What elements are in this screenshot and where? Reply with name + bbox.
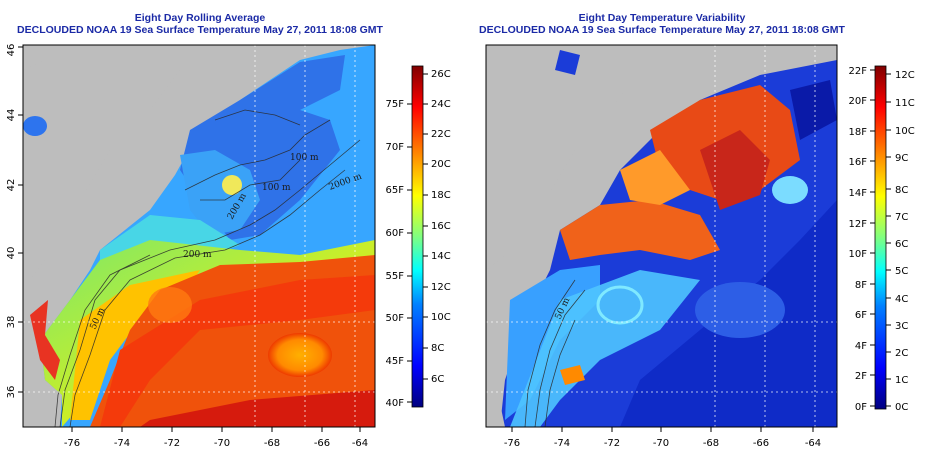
colorbar-c-label: 7C (895, 212, 908, 223)
x-tick-label: -74 (114, 438, 130, 449)
right-map-subtitle: DECLOUDED NOAA 19 Sea Surface Temperatur… (479, 24, 845, 36)
x-tick-label: -72 (164, 438, 180, 449)
colorbar-f-label: 10F (849, 249, 868, 260)
colorbar-f-label: 55F (386, 271, 405, 282)
colorbar-c-label: 10C (431, 312, 451, 323)
colorbar-f-label: 8F (855, 280, 867, 291)
colorbar-c-label: 4C (895, 294, 908, 305)
y-tick-label: 46 (6, 44, 17, 57)
colorbar-f-label: 0F (855, 402, 867, 413)
colorbar-c-label: 5C (895, 266, 908, 277)
x-tick-label: -64 (352, 438, 368, 449)
contour-label: 100 m (290, 153, 319, 163)
colorbar-f-label: 50F (386, 313, 405, 324)
colorbar-f-label: 45F (386, 356, 405, 367)
colorbar-f-label: 14F (849, 188, 868, 199)
colorbar-c-label: 20C (431, 159, 451, 170)
colorbar-c-label: 18C (431, 190, 451, 201)
colorbar-f-label: 2F (855, 371, 867, 382)
x-tick-label: -70 (653, 438, 669, 449)
y-tick-label: 44 (6, 109, 17, 122)
lat-lon-grid (23, 45, 375, 427)
x-tick-label: -66 (753, 438, 769, 449)
colorbar-c-label: 16C (431, 221, 451, 232)
x-tick-label: -68 (264, 438, 280, 449)
x-tick-label: -70 (214, 438, 230, 449)
x-tick-label: -66 (314, 438, 330, 449)
colorbar-c-label: 1C (895, 375, 908, 386)
y-tick-label: 42 (6, 179, 17, 192)
left-map-subtitle: DECLOUDED NOAA 19 Sea Surface Temperatur… (17, 24, 383, 36)
x-tick-label: -64 (805, 438, 821, 449)
colorbar-c-label: 3C (895, 321, 908, 332)
colorbar-f-label: 16F (849, 157, 868, 168)
colorbar-c-label: 8C (431, 343, 444, 354)
colorbar-c-label: 2C (895, 348, 908, 359)
colorbar-f-label: 18F (849, 127, 868, 138)
colorbar-c-label: 12C (431, 282, 451, 293)
x-tick-label: -74 (554, 438, 570, 449)
colorbar-f-label: 22F (849, 66, 868, 77)
left-map-frame (22, 44, 376, 428)
contour-label: 200 m (183, 250, 212, 260)
colorbar-f-label: 4F (855, 341, 867, 352)
x-tick-label: -72 (604, 438, 620, 449)
warm-eddy (268, 333, 332, 377)
right-map-title: Eight Day Temperature Variability (578, 12, 746, 24)
left-map: 100 m 100 m 200 m 2000 m 200 m 50 m (23, 45, 375, 427)
colorbar-f-label: 75F (386, 99, 405, 110)
colorbar-c-label: 24C (431, 99, 451, 110)
bathymetry-contours (524, 279, 586, 427)
x-tick-label: -76 (64, 438, 80, 449)
colorbar-c-label: 26C (431, 69, 451, 80)
y-tick-label: 40 (6, 247, 17, 260)
colorbar-c-label: 6C (431, 374, 444, 385)
x-tick-label: -68 (703, 438, 719, 449)
colorbar-f-label: 60F (386, 228, 405, 239)
right-colorbar (874, 65, 887, 410)
left-map-title: Eight Day Rolling Average (134, 12, 266, 24)
right-map: 50 m (486, 45, 837, 427)
y-tick-label: 38 (6, 316, 17, 329)
colorbar-f-label: 12F (849, 219, 868, 230)
colorbar-c-label: 6C (895, 239, 908, 250)
colorbar-f-label: 20F (849, 96, 868, 107)
y-tick-label: 36 (6, 386, 17, 399)
colorbar-c-label: 11C (895, 98, 915, 109)
colorbar-c-label: 12C (895, 70, 915, 81)
colorbar-f-label: 40F (386, 398, 405, 409)
colorbar-f-label: 65F (386, 185, 405, 196)
contour-label: 100 m (262, 183, 291, 193)
colorbar-f-label: 6F (855, 310, 867, 321)
colorbar-c-label: 8C (895, 185, 908, 196)
colorbar-c-label: 14C (431, 251, 451, 262)
colorbar-c-label: 10C (895, 126, 915, 137)
colorbar-f-label: 70F (386, 142, 405, 153)
x-tick-label: -76 (504, 438, 520, 449)
colorbar-c-label: 9C (895, 153, 908, 164)
colorbar-c-label: 22C (431, 129, 451, 140)
colorbar-c-label: 0C (895, 402, 908, 413)
left-colorbar (411, 65, 424, 408)
lat-lon-grid (486, 45, 837, 427)
